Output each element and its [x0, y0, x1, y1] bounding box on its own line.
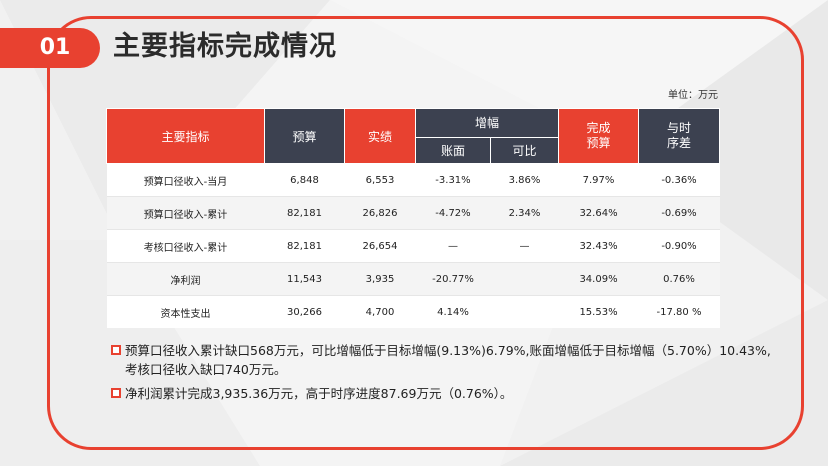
header-growth-book: 账面 — [415, 136, 491, 165]
cell-indicator: 考核口径收入-累计 — [106, 229, 265, 263]
cell-actual: 26,654 — [344, 229, 416, 263]
cell-budget: 30,266 — [264, 295, 345, 328]
section-number-tag: 01 — [0, 28, 100, 68]
cell-indicator: 资本性支出 — [106, 295, 265, 328]
cell-complete: 7.97% — [558, 163, 639, 197]
header-indicator: 主要指标 — [106, 108, 265, 164]
header-actual: 实绩 — [344, 108, 416, 164]
cell-complete: 32.64% — [558, 196, 639, 230]
cell-gap: -0.69% — [638, 196, 720, 230]
cell-actual: 26,826 — [344, 196, 416, 230]
cell-gap: -17.80 % — [638, 295, 720, 328]
cell-gap: -0.36% — [638, 163, 720, 197]
cell-book: 4.14% — [415, 295, 491, 328]
cell-comparable — [490, 295, 559, 328]
cell-actual: 3,935 — [344, 262, 416, 296]
cell-indicator: 净利润 — [106, 262, 265, 296]
cell-complete: 15.53% — [558, 295, 639, 328]
header-growth-comparable: 可比 — [489, 136, 560, 165]
cell-book: — — [415, 229, 491, 263]
unit-label: 单位：万元 — [668, 90, 718, 101]
cell-comparable: — — [490, 229, 559, 263]
header-vs-timeline: 与时 序差 — [638, 108, 721, 164]
cell-budget: 6,848 — [264, 163, 345, 197]
cell-book: -20.77% — [415, 262, 491, 296]
table-row: 净利润 11,543 3,935 -20.77% 34.09% 0.76% — [106, 262, 720, 296]
cell-complete: 32.43% — [558, 229, 639, 263]
cell-book: -3.31% — [415, 163, 491, 197]
header-budget: 预算 — [264, 108, 345, 164]
cell-indicator: 预算口径收入-累计 — [106, 196, 265, 230]
cell-comparable — [490, 262, 559, 296]
note-text: 净利润累计完成3,935.36万元，高于时序进度87.69万元（0.76%）。 — [125, 386, 513, 401]
cell-comparable: 3.86% — [490, 163, 559, 197]
cell-budget: 11,543 — [264, 262, 345, 296]
table-row: 预算口径收入-累计 82,181 26,826 -4.72% 2.34% 32.… — [106, 196, 720, 230]
indicator-table: 主要指标 预算 实绩 增幅 完成 预算 与时 序差 账面 可比 预算口径收入-当… — [106, 108, 721, 328]
table-row: 考核口径收入-累计 82,181 26,654 — — 32.43% -0.90… — [106, 229, 720, 263]
cell-budget: 82,181 — [264, 196, 345, 230]
note-item: 预算口径收入累计缺口568万元，可比增幅低于目标增幅(9.13%)6.79%,账… — [111, 341, 771, 379]
header-complete-budget: 完成 预算 — [558, 108, 640, 164]
cell-comparable: 2.34% — [490, 196, 559, 230]
cell-actual: 4,700 — [344, 295, 416, 328]
square-bullet-icon — [111, 345, 121, 355]
note-text: 预算口径收入累计缺口568万元，可比增幅低于目标增幅(9.13%)6.79%,账… — [125, 343, 771, 358]
cell-indicator: 预算口径收入-当月 — [106, 163, 265, 197]
cell-budget: 82,181 — [264, 229, 345, 263]
cell-actual: 6,553 — [344, 163, 416, 197]
table-row: 资本性支出 30,266 4,700 4.14% 15.53% -17.80 % — [106, 295, 720, 328]
table-row: 预算口径收入-当月 6,848 6,553 -3.31% 3.86% 7.97%… — [106, 163, 720, 197]
note-item: 净利润累计完成3,935.36万元，高于时序进度87.69万元（0.76%）。 — [111, 384, 771, 403]
cell-gap: -0.90% — [638, 229, 720, 263]
cell-complete: 34.09% — [558, 262, 639, 296]
notes-list: 预算口径收入累计缺口568万元，可比增幅低于目标增幅(9.13%)6.79%,账… — [111, 341, 771, 408]
section-number: 01 — [39, 35, 71, 60]
slide-frame — [47, 16, 804, 450]
cell-book: -4.72% — [415, 196, 491, 230]
cell-gap: 0.76% — [638, 262, 720, 296]
header-growth: 增幅 — [414, 108, 560, 138]
square-bullet-icon — [111, 388, 121, 398]
page-title: 主要指标完成情况 — [113, 31, 337, 62]
note-text-continued: 考核口径收入缺口740万元。 — [125, 362, 287, 377]
